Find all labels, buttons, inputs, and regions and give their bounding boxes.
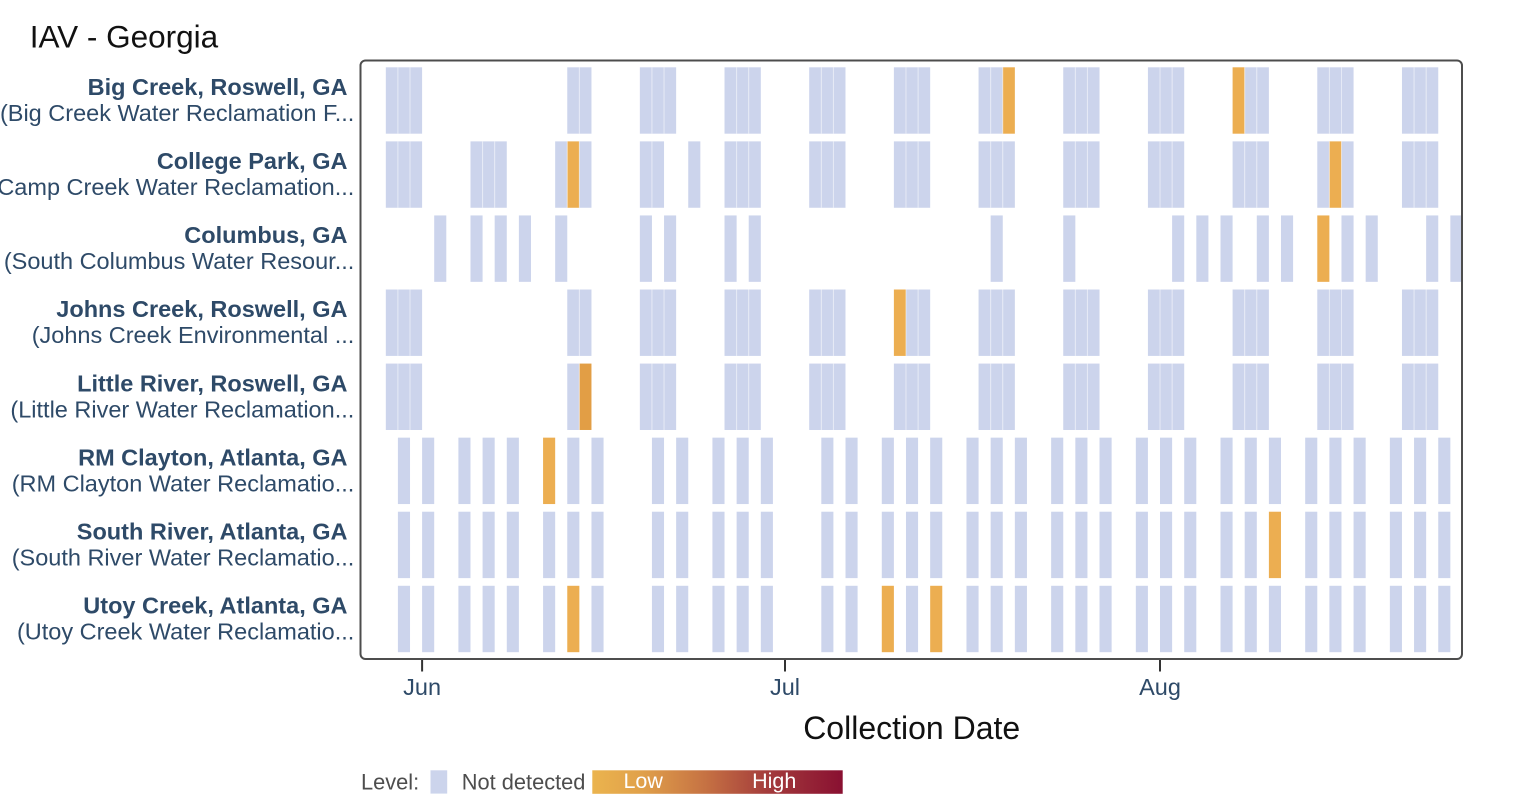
svg-text:Big Creek, Roswell, GA: Big Creek, Roswell, GA <box>88 74 348 100</box>
svg-text:(Big Creek Water Reclamation F: (Big Creek Water Reclamation F... <box>0 100 354 126</box>
svg-text:Not detected: Not detected <box>462 770 586 795</box>
svg-text:Jun: Jun <box>403 674 441 700</box>
svg-text:(Little River Water Reclamatio: (Little River Water Reclamation... <box>10 396 354 422</box>
svg-text:IAV - Georgia: IAV - Georgia <box>30 19 219 55</box>
svg-text:Jul: Jul <box>770 674 800 700</box>
svg-text:(Utoy Creek Water Reclamatio..: (Utoy Creek Water Reclamatio... <box>17 619 354 645</box>
svg-text:RM Clayton, Atlanta, GA: RM Clayton, Atlanta, GA <box>78 444 347 470</box>
svg-text:Little River, Roswell, GA: Little River, Roswell, GA <box>77 370 347 396</box>
svg-text:Low: Low <box>623 769 663 793</box>
svg-text:Aug: Aug <box>1139 674 1181 700</box>
svg-text:(South River Water Reclamatio.: (South River Water Reclamatio... <box>12 544 355 570</box>
svg-text:Columbus, GA: Columbus, GA <box>184 222 347 248</box>
svg-text:Utoy Creek, Atlanta, GA: Utoy Creek, Atlanta, GA <box>83 593 347 619</box>
svg-text:Johns Creek, Roswell, GA: Johns Creek, Roswell, GA <box>56 296 347 322</box>
svg-text:(South Columbus Water Resour..: (South Columbus Water Resour... <box>4 248 354 274</box>
svg-text:South River, Atlanta, GA: South River, Atlanta, GA <box>77 518 348 544</box>
svg-text:High: High <box>752 769 796 793</box>
svg-text:(Camp Creek Water Reclamation.: (Camp Creek Water Reclamation... <box>0 174 354 200</box>
svg-text:Collection Date: Collection Date <box>803 710 1020 746</box>
svg-text:Level:: Level: <box>361 770 419 795</box>
svg-text:College Park, GA: College Park, GA <box>157 148 348 174</box>
svg-text:(RM Clayton Water Reclamatio..: (RM Clayton Water Reclamatio... <box>12 470 355 496</box>
svg-text:(Johns Creek Environmental ...: (Johns Creek Environmental ... <box>32 322 355 348</box>
